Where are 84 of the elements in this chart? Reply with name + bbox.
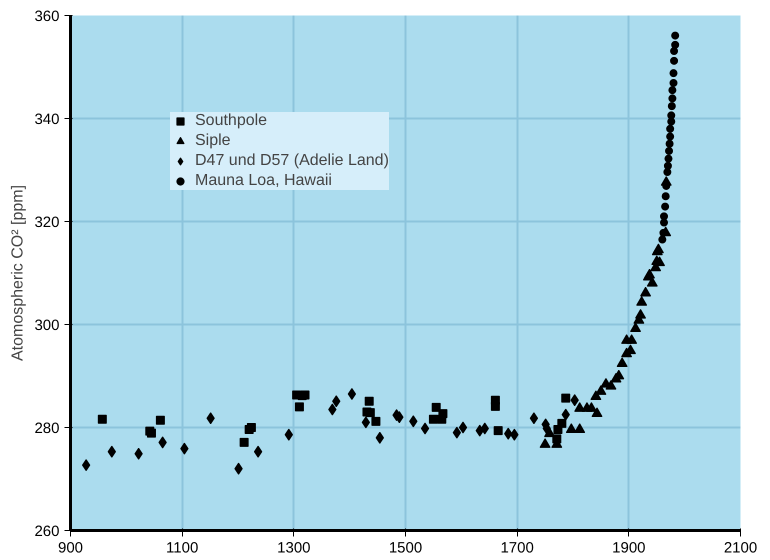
y-tick-label: 320 [34,214,60,231]
point [668,94,676,102]
point [437,414,446,424]
point [605,380,616,390]
x-tick-label: 2100 [724,540,758,556]
point [134,448,143,460]
point [635,308,646,319]
point [671,32,680,40]
point [458,422,468,434]
point [670,78,678,87]
point [666,124,674,133]
point [636,296,648,306]
legend-label: Mauna Loa, Hawaii [195,172,332,190]
legend-label: Southpole [195,112,268,130]
point [595,385,606,395]
point [586,402,597,412]
y-tick-label: 340 [34,111,60,128]
x-tick-label: 1500 [388,540,422,556]
point [348,388,356,400]
point [667,111,676,120]
point [452,426,462,439]
point [328,403,337,416]
point [432,402,441,412]
point [664,154,672,163]
point [428,414,438,424]
point [254,446,262,458]
y-tick-label: 280 [34,420,60,437]
point [366,408,375,418]
point [82,459,90,472]
point [616,357,628,368]
point [666,140,674,148]
point [206,412,215,424]
point [671,40,680,49]
y-tick-label: 360 [34,8,60,25]
point [561,394,570,403]
point [646,277,658,287]
point [294,402,304,412]
point [240,438,249,447]
point [362,416,370,428]
point [300,390,310,400]
point [660,212,668,220]
point [98,414,107,424]
point [626,334,638,344]
legend-label: D47 und D57 (Adelie Land) [195,152,389,170]
point [246,423,256,432]
point [540,438,551,448]
point [640,286,652,296]
point [490,402,500,411]
point [668,102,676,110]
x-tick-label: 1700 [500,540,534,556]
point [420,422,430,435]
point [670,56,678,65]
x-tick-label: 900 [58,540,84,556]
point [630,322,642,332]
point [668,86,676,94]
point [180,442,189,455]
y-axis-title: Atomospheric CO² [ppm] [9,184,26,362]
point [510,428,519,441]
point [658,236,666,244]
point [566,423,577,433]
y-tick-label: 260 [34,523,60,540]
point [666,132,674,141]
point [158,436,167,448]
point [557,418,566,428]
point [292,390,302,400]
point [664,162,672,170]
x-tick-label: 1100 [166,540,198,556]
point [592,407,603,417]
point [670,47,678,56]
point [662,192,670,200]
point [234,462,243,475]
point [494,426,503,436]
point [364,396,374,406]
legend-label: Siple [195,132,231,150]
x-tick-label: 1900 [612,540,646,556]
point [574,423,586,433]
point [670,69,678,78]
point [665,146,674,155]
x-tick-label: 1300 [277,540,311,556]
point [661,202,670,211]
point [371,416,380,426]
y-tick-label: 300 [34,317,60,334]
point [530,412,538,424]
point [156,416,165,425]
